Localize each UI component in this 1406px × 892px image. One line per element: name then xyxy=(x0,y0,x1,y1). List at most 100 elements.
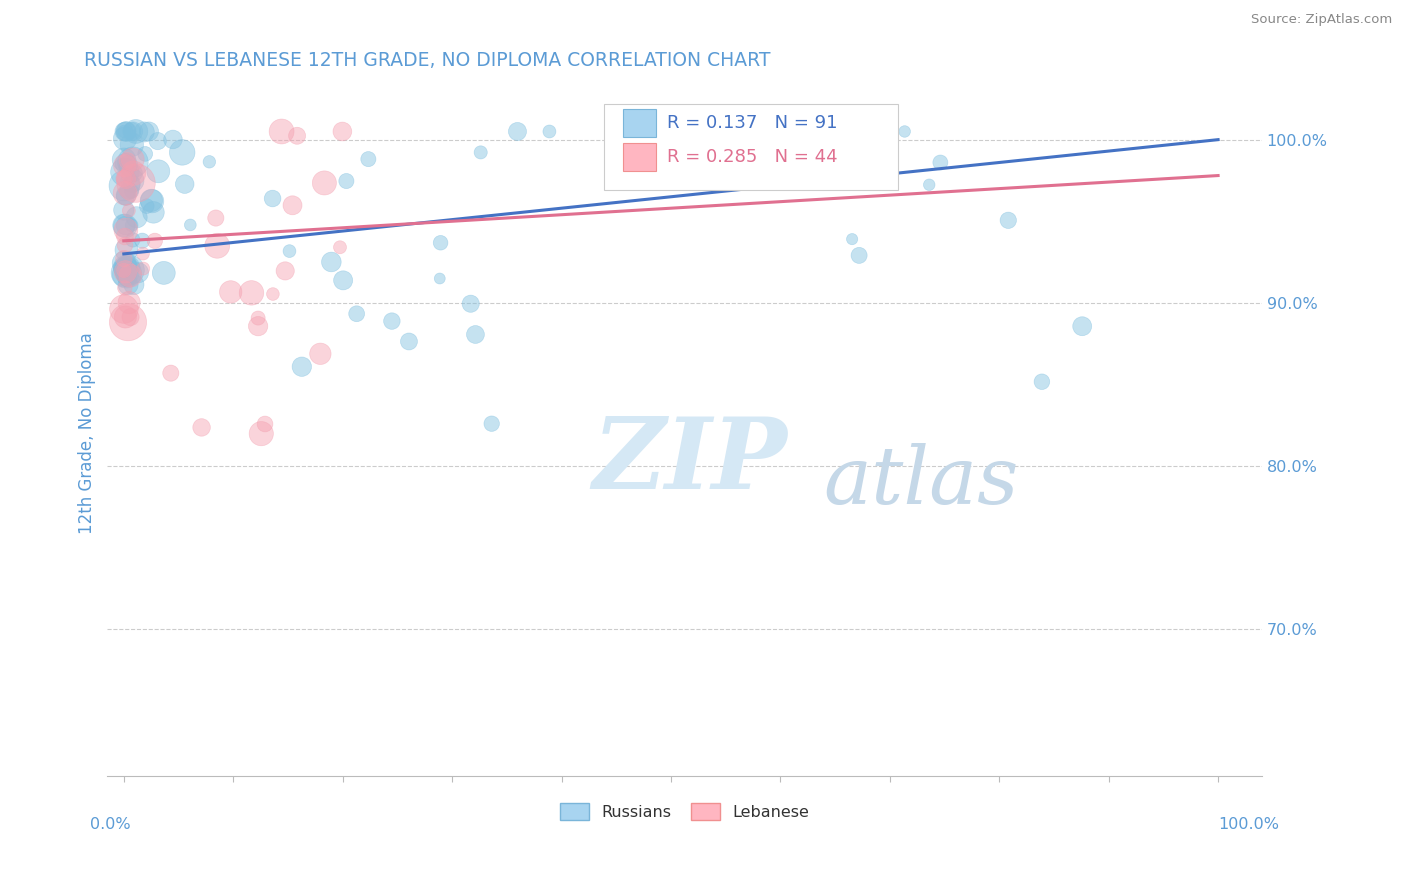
Point xyxy=(115,260,138,275)
Point xyxy=(114,229,136,244)
Point xyxy=(346,307,368,321)
Text: RUSSIAN VS LEBANESE 12TH GRADE, NO DIPLOMA CORRELATION CHART: RUSSIAN VS LEBANESE 12TH GRADE, NO DIPLO… xyxy=(84,51,770,70)
Point xyxy=(121,184,143,198)
Point xyxy=(112,153,135,167)
Point xyxy=(470,145,492,160)
Point xyxy=(114,124,136,138)
Point xyxy=(122,124,145,138)
Point xyxy=(159,366,181,380)
FancyBboxPatch shape xyxy=(603,104,898,190)
Point xyxy=(464,327,486,342)
Point xyxy=(314,176,336,190)
Point xyxy=(253,417,276,431)
FancyBboxPatch shape xyxy=(623,144,655,171)
Point xyxy=(125,176,148,190)
Point xyxy=(929,155,952,169)
Point xyxy=(250,426,273,441)
Point xyxy=(115,124,138,138)
Point xyxy=(118,272,141,286)
Point xyxy=(848,248,870,262)
Point xyxy=(112,301,135,316)
Point xyxy=(114,131,136,145)
Point xyxy=(122,166,145,180)
Point xyxy=(117,153,139,168)
Point xyxy=(538,124,561,138)
Point xyxy=(112,219,135,233)
Legend: Russians, Lebanese: Russians, Lebanese xyxy=(554,797,815,827)
Point xyxy=(114,281,136,295)
Point xyxy=(205,239,228,253)
Point xyxy=(429,271,451,285)
Point xyxy=(262,192,284,206)
Point xyxy=(117,158,139,172)
Point xyxy=(121,153,143,167)
Point xyxy=(1071,319,1094,334)
Point xyxy=(321,255,343,269)
Point xyxy=(118,263,141,277)
Point xyxy=(112,171,135,186)
Text: 0.0%: 0.0% xyxy=(90,817,131,832)
Point xyxy=(114,260,136,275)
Point xyxy=(118,203,141,218)
Point xyxy=(132,261,155,276)
Point xyxy=(460,297,482,311)
Point xyxy=(381,314,404,328)
Point xyxy=(219,285,242,299)
Point xyxy=(120,268,142,283)
Point xyxy=(918,178,941,192)
Point xyxy=(114,219,136,233)
Point xyxy=(128,266,150,280)
Text: R = 0.285   N = 44: R = 0.285 N = 44 xyxy=(668,148,838,166)
Point xyxy=(121,173,143,187)
Point xyxy=(162,132,184,146)
Point xyxy=(270,124,292,138)
Point xyxy=(121,155,143,169)
Point xyxy=(114,238,136,252)
Text: atlas: atlas xyxy=(823,442,1018,520)
Point xyxy=(114,265,136,279)
Point xyxy=(146,134,169,148)
Point xyxy=(120,310,142,324)
Point xyxy=(332,273,354,287)
Point xyxy=(997,213,1019,227)
Point xyxy=(114,261,136,276)
Point xyxy=(429,235,451,250)
Point xyxy=(114,310,136,324)
Point xyxy=(114,165,136,179)
Point xyxy=(131,234,153,248)
Point xyxy=(262,287,284,301)
Point xyxy=(1031,375,1053,389)
Point xyxy=(114,186,136,201)
Point xyxy=(122,277,145,292)
Point xyxy=(112,124,135,138)
Point xyxy=(112,268,135,282)
Point xyxy=(115,172,138,186)
Point xyxy=(115,223,138,237)
Point xyxy=(172,145,194,160)
Point xyxy=(173,177,195,191)
Point xyxy=(141,194,163,208)
Point xyxy=(125,211,148,225)
Point xyxy=(398,334,420,349)
Point xyxy=(121,124,143,138)
Point xyxy=(112,256,135,270)
Point xyxy=(332,124,354,138)
Point xyxy=(606,124,628,138)
Point xyxy=(141,194,163,209)
Point xyxy=(335,174,357,188)
Point xyxy=(291,359,314,374)
Point xyxy=(135,199,157,213)
Point xyxy=(114,268,136,282)
Point xyxy=(112,178,135,193)
Point xyxy=(179,218,201,232)
Point xyxy=(281,198,304,212)
Point xyxy=(134,147,156,161)
Point xyxy=(481,417,503,431)
Point xyxy=(240,285,263,300)
Point xyxy=(125,124,148,138)
Point xyxy=(357,152,380,166)
Point xyxy=(117,277,139,292)
Point xyxy=(112,263,135,277)
Point xyxy=(278,244,301,259)
Point xyxy=(329,240,352,254)
